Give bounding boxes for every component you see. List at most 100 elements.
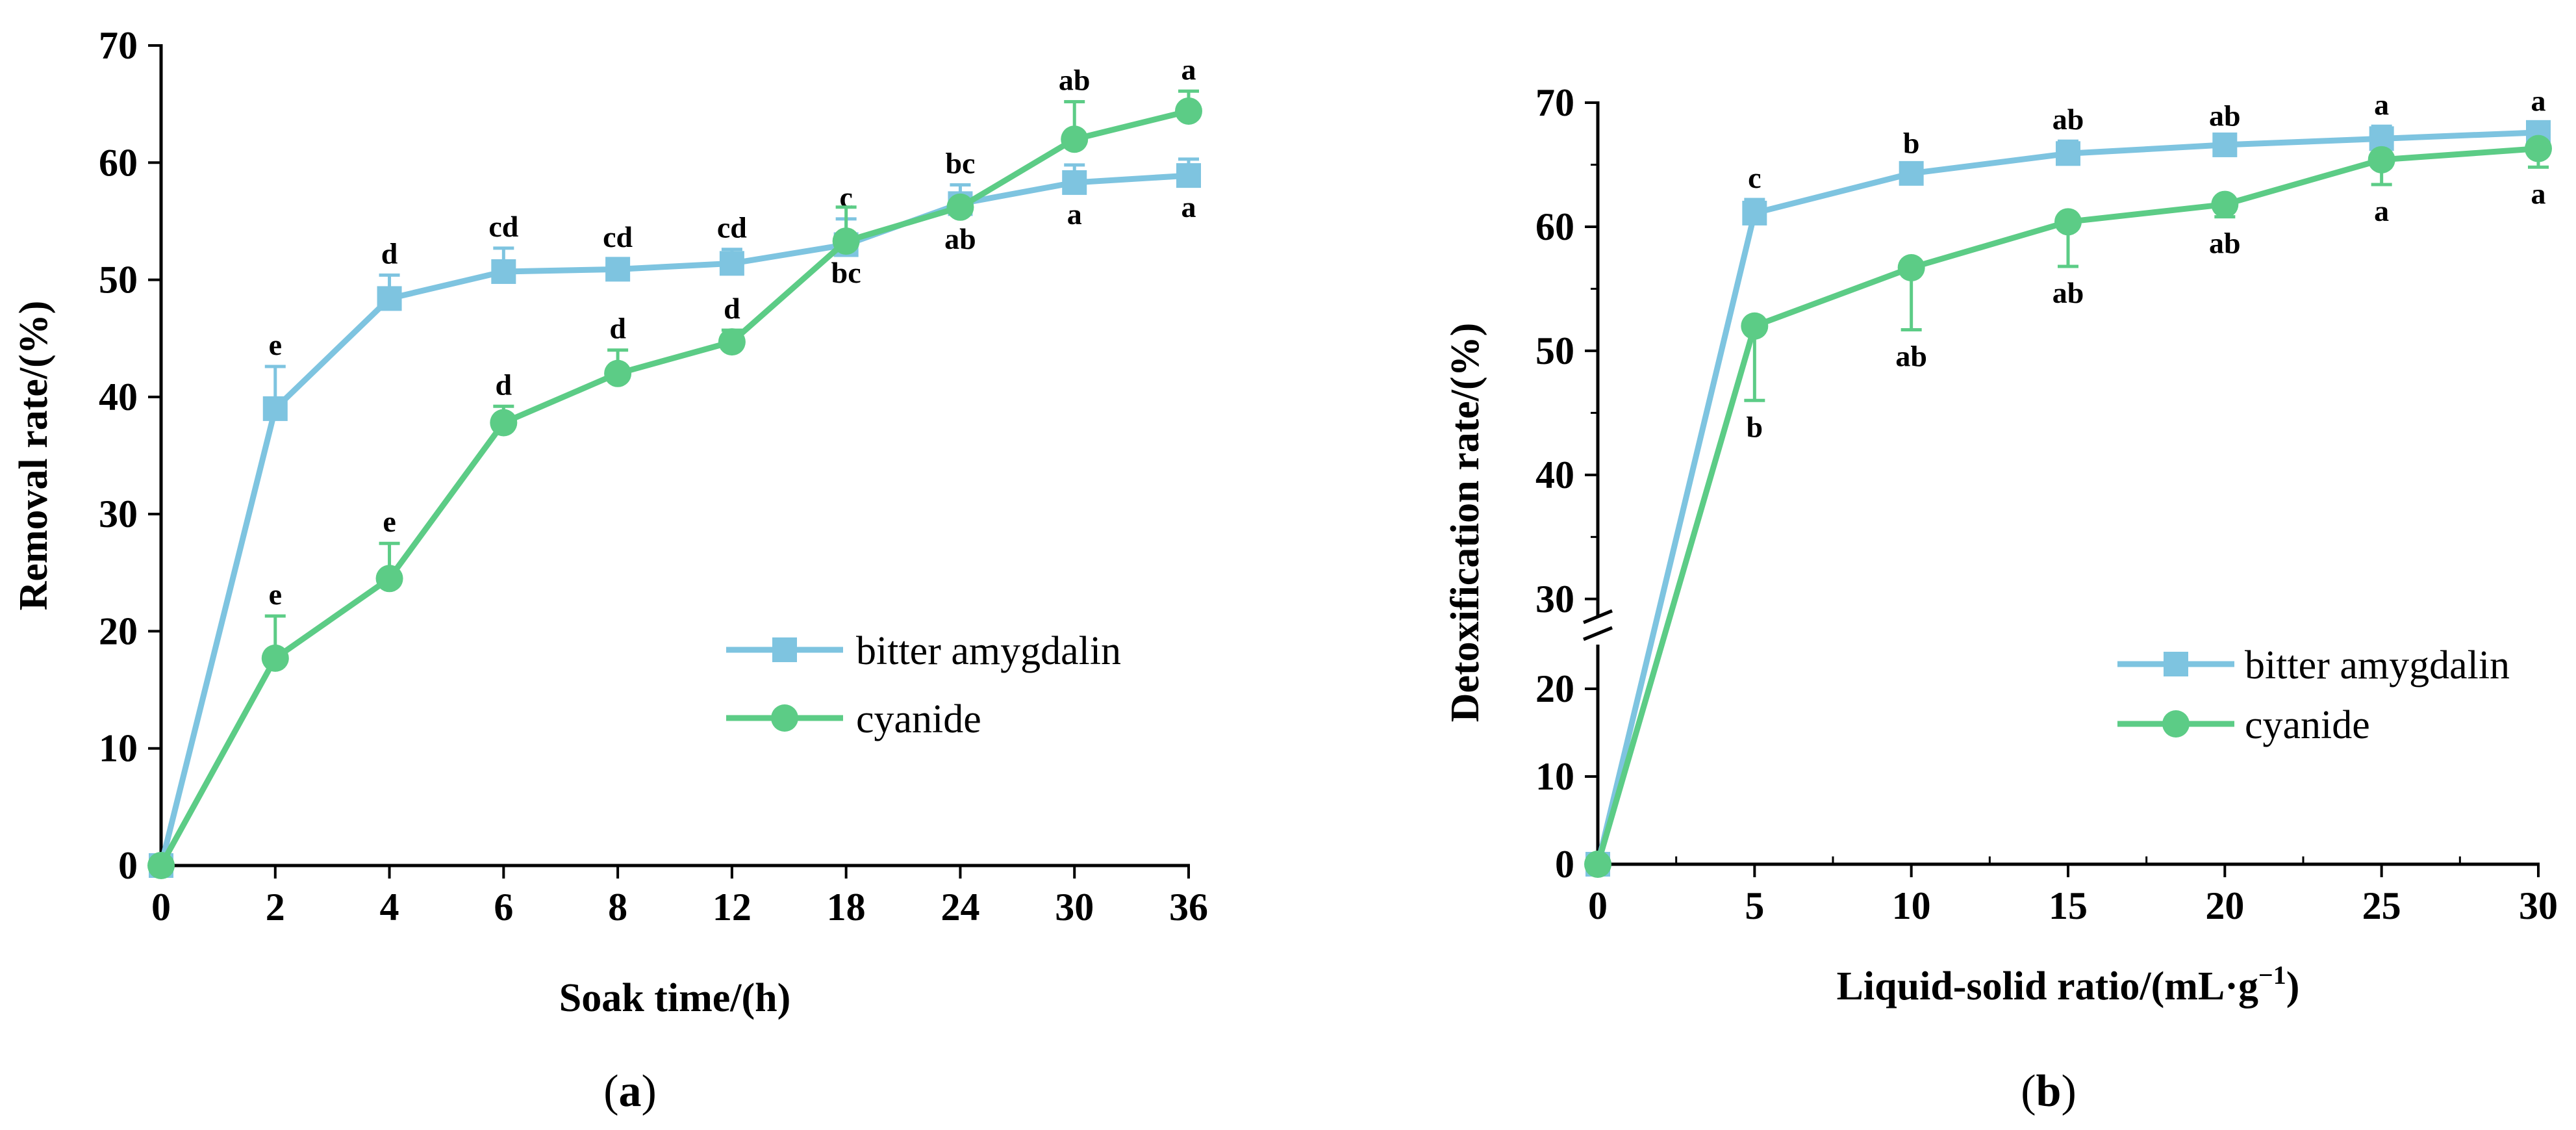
data-point bbox=[1176, 163, 1201, 188]
significance-label: ab bbox=[2209, 227, 2241, 260]
significance-label: c bbox=[1748, 161, 1761, 194]
y-axis-label: Removal rate/(%) bbox=[12, 301, 56, 611]
x-axis-label: Liquid-solid ratio/(mL·g−1) bbox=[1837, 960, 2300, 1008]
x-tick-label: 0 bbox=[151, 886, 171, 929]
x-tick-label: 6 bbox=[494, 886, 513, 929]
data-point bbox=[2211, 190, 2239, 218]
legend-label: cyanide bbox=[856, 697, 981, 741]
y-tick-label: 20 bbox=[99, 610, 138, 652]
significance-label: ab bbox=[1059, 64, 1091, 97]
significance-label: d bbox=[381, 237, 398, 270]
significance-label: c bbox=[839, 181, 852, 214]
data-point bbox=[1175, 97, 1202, 125]
y-tick-label: 0 bbox=[118, 844, 138, 887]
significance-label: ab bbox=[2052, 103, 2084, 136]
data-point bbox=[2368, 146, 2395, 173]
y-tick-label: 70 bbox=[1535, 81, 1574, 124]
data-point bbox=[2056, 141, 2080, 166]
x-tick-label: 12 bbox=[713, 886, 751, 929]
y-tick-label: 50 bbox=[99, 259, 138, 302]
y-tick-label: 70 bbox=[99, 24, 138, 67]
legend-marker bbox=[2164, 652, 2188, 676]
significance-label: e bbox=[383, 505, 396, 538]
data-point bbox=[946, 193, 974, 221]
significance-label: b bbox=[1747, 410, 1763, 443]
x-tick-label: 10 bbox=[1892, 884, 1931, 927]
data-point bbox=[2054, 208, 2082, 236]
data-point bbox=[147, 852, 175, 879]
x-tick-label: 8 bbox=[608, 886, 627, 929]
significance-label: e bbox=[269, 578, 282, 611]
significance-label: a bbox=[2531, 177, 2546, 210]
x-tick-label: 0 bbox=[1588, 884, 1608, 927]
x-tick-label: 24 bbox=[941, 886, 979, 929]
y-tick-label: 50 bbox=[1535, 329, 1574, 372]
y-axis-label: Detoxification rate/(%) bbox=[1443, 323, 1487, 723]
data-point bbox=[719, 251, 744, 276]
significance-label: d bbox=[724, 292, 740, 325]
data-point bbox=[377, 286, 402, 311]
significance-label: cd bbox=[488, 210, 518, 243]
significance-label: a bbox=[1181, 190, 1196, 224]
axis-break-mark bbox=[1583, 626, 1613, 641]
y-tick-label: 60 bbox=[1535, 205, 1574, 248]
x-tick-label: 15 bbox=[2049, 884, 2088, 927]
significance-label: a bbox=[2374, 88, 2389, 121]
data-point bbox=[604, 359, 632, 387]
data-point bbox=[262, 396, 288, 421]
data-point bbox=[1061, 125, 1089, 153]
y-tick-label: 20 bbox=[1535, 667, 1574, 710]
significance-label: bc bbox=[945, 147, 975, 180]
significance-label: a bbox=[1067, 198, 1082, 231]
x-tick-label: 30 bbox=[1055, 886, 1094, 929]
panel-caption: (b) bbox=[2021, 1066, 2077, 1116]
y-tick-label: 40 bbox=[1535, 454, 1574, 496]
y-tick-label: 40 bbox=[99, 376, 138, 418]
significance-label: a bbox=[1181, 53, 1196, 86]
x-tick-label: 36 bbox=[1169, 886, 1208, 929]
data-point bbox=[1897, 253, 1925, 281]
data-point bbox=[2212, 132, 2238, 157]
y-tick-label: 0 bbox=[1555, 843, 1574, 886]
significance-label: ab bbox=[944, 222, 976, 255]
data-point bbox=[490, 409, 518, 437]
legend-marker bbox=[2162, 710, 2190, 738]
data-point bbox=[1742, 200, 1767, 225]
axis-break-mark bbox=[1583, 609, 1613, 624]
significance-label: cd bbox=[603, 220, 633, 253]
significance-label: d bbox=[496, 368, 512, 401]
data-point bbox=[832, 227, 860, 255]
y-tick-label: 30 bbox=[1535, 578, 1574, 621]
significance-label: ab bbox=[2052, 276, 2084, 309]
legend-label: cyanide bbox=[2245, 703, 2370, 747]
y-tick-label: 30 bbox=[99, 493, 138, 535]
x-tick-label: 30 bbox=[2519, 884, 2558, 927]
x-tick-label: 2 bbox=[266, 886, 285, 929]
data-point bbox=[261, 644, 289, 672]
significance-label: ab bbox=[1895, 339, 1927, 372]
x-tick-label: 25 bbox=[2362, 884, 2401, 927]
significance-label: e bbox=[269, 328, 282, 361]
x-axis-label: Soak time/(h) bbox=[559, 976, 791, 1020]
legend-label: bitter amygdalin bbox=[856, 629, 1121, 673]
significance-label: a bbox=[2531, 84, 2546, 118]
data-point bbox=[375, 565, 403, 593]
x-tick-label: 20 bbox=[2205, 884, 2244, 927]
series-line bbox=[158, 108, 1190, 867]
significance-label: ab bbox=[2209, 99, 2241, 132]
series-line bbox=[158, 172, 1189, 867]
significance-label: b bbox=[1903, 126, 1920, 159]
y-tick-label: 60 bbox=[99, 141, 138, 184]
x-tick-label: 5 bbox=[1745, 884, 1764, 927]
x-tick-label: 18 bbox=[827, 886, 866, 929]
legend-label: bitter amygdalin bbox=[2245, 643, 2510, 687]
data-point bbox=[491, 259, 516, 284]
significance-label: cd bbox=[717, 211, 747, 244]
data-point bbox=[1899, 161, 1924, 186]
data-point bbox=[1062, 170, 1087, 195]
panel-b: 0 10 20 30 40 50 60 70 0 5 10 15 20 25 30 Liquid-solid … bbox=[1443, 81, 2558, 1116]
significance-label: a bbox=[2374, 194, 2389, 227]
y-tick-label: 10 bbox=[1535, 755, 1574, 798]
